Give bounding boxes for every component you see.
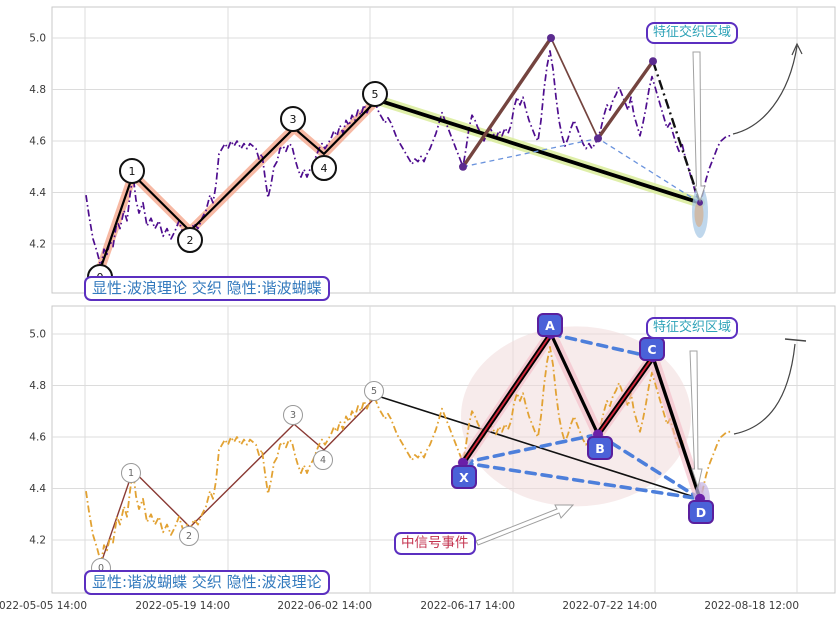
wave-line-top bbox=[99, 99, 378, 268]
y-tick-label: 5.0 bbox=[29, 33, 46, 45]
wave-marker-label: 0 bbox=[97, 562, 105, 574]
price-line-bottom bbox=[85, 345, 733, 565]
legend-box-bottom: 显性:谐波蝴蝶 交织 隐性:波浪理论 bbox=[84, 570, 330, 595]
wave-marker-5-bottom: 5 bbox=[364, 381, 384, 401]
wave-line-bottom bbox=[100, 395, 378, 564]
wave-marker-4-top: 4 bbox=[311, 155, 337, 181]
retracement-dash-BD-bottom bbox=[596, 432, 702, 501]
harmonic-core-BC-bottom bbox=[597, 356, 654, 435]
wave-marker-5-top: 5 bbox=[362, 81, 388, 107]
xabcd-marker-label: C bbox=[647, 341, 657, 357]
feature-zone-ellipse-bottom bbox=[461, 326, 691, 507]
pivot-dot-A-top bbox=[547, 34, 555, 42]
wave-marker-4-bottom: 4 bbox=[313, 450, 333, 470]
x-tick-label: 2022-05-19 14:00 bbox=[135, 600, 230, 612]
wave-marker-label: 3 bbox=[289, 409, 297, 421]
retracement-dash-XD-bottom bbox=[461, 460, 702, 501]
trend-line-top bbox=[376, 97, 701, 205]
y-tick-label: 4.2 bbox=[29, 535, 46, 547]
xabcd-marker-C-bottom: C bbox=[639, 337, 665, 361]
wave-marker-label: 4 bbox=[319, 454, 327, 466]
y-tick-label: 4.4 bbox=[29, 483, 46, 495]
signal-event-arrow bbox=[475, 504, 575, 546]
wave-marker-label: 3 bbox=[289, 112, 297, 126]
xabcd-marker-X-bottom: X bbox=[451, 465, 477, 489]
pivot-dot-X-top bbox=[459, 162, 467, 171]
beam-arrow-top bbox=[692, 51, 706, 203]
signal-event-label: 中信号事件 bbox=[394, 532, 476, 555]
curve-arrow-top bbox=[732, 45, 798, 135]
wave-marker-2-bottom: 2 bbox=[179, 526, 199, 546]
beam-arrow-bottom bbox=[689, 350, 703, 489]
harmonic-leg-CD-top bbox=[651, 60, 702, 204]
y-tick-label: 4.8 bbox=[29, 380, 46, 392]
convergence-ellipse-inner-top bbox=[694, 201, 704, 227]
y-tick-label: 4.2 bbox=[29, 239, 46, 251]
wave-marker-2-top: 2 bbox=[177, 227, 203, 253]
wave-marker-label: 4 bbox=[320, 161, 328, 175]
x-tick-label: 2022-07-22 14:00 bbox=[562, 600, 657, 612]
feature-zone-label-top: 特征交织区域 bbox=[646, 22, 739, 44]
pivot-dot-B-top bbox=[594, 134, 602, 143]
wave-marker-label: 1 bbox=[127, 467, 135, 479]
y-tick-label: 5.0 bbox=[29, 329, 46, 341]
xabcd-marker-A-bottom: A bbox=[537, 313, 563, 337]
harmonic-leg-BC-top bbox=[596, 60, 655, 140]
pivot-dot-C-top bbox=[649, 57, 657, 66]
panel-border-top bbox=[51, 6, 836, 294]
wave-marker-label: 1 bbox=[128, 164, 136, 178]
y-tick-label: 4.6 bbox=[29, 136, 46, 148]
wave-marker-label: 2 bbox=[185, 530, 193, 542]
pivot-dot-D-top bbox=[697, 199, 703, 206]
wave-marker-3-top: 3 bbox=[280, 106, 306, 132]
trend-line-bottom bbox=[376, 395, 701, 500]
y-tick-label: 4.6 bbox=[29, 432, 46, 444]
harmonic-leg-CD-bottom bbox=[651, 356, 702, 500]
xabcd-marker-label: A bbox=[545, 317, 555, 333]
xabcd-marker-label: X bbox=[459, 469, 469, 485]
xabcd-marker-D-bottom: D bbox=[688, 500, 714, 524]
wave-marker-label: 5 bbox=[371, 87, 379, 101]
retracement-dash-AC-bottom bbox=[549, 332, 655, 360]
x-tick-label: 2022-06-17 14:00 bbox=[420, 600, 515, 612]
legend-box-top: 显性:波浪理论 交织 隐性:谐波蝴蝶 bbox=[84, 276, 330, 301]
x-tick-label: 2022-06-02 14:00 bbox=[277, 600, 372, 612]
y-tick-label: 4.4 bbox=[29, 187, 46, 199]
harmonic-leg-AB-top bbox=[550, 37, 599, 139]
wave-marker-1-bottom: 1 bbox=[121, 463, 141, 483]
xabcd-marker-B-bottom: B bbox=[587, 436, 613, 460]
x-tick-label: 2022-08-18 12:00 bbox=[704, 600, 799, 612]
wave-marker-label: 2 bbox=[186, 233, 194, 247]
harmonic-core-XA-bottom bbox=[462, 333, 552, 464]
harmonic-leg-AB-bottom bbox=[549, 333, 600, 436]
curve-arrow-bar-bottom bbox=[784, 338, 807, 342]
wave-marker-label: 5 bbox=[370, 385, 378, 397]
wave-marker-1-top: 1 bbox=[119, 158, 145, 184]
retracement-dash-XB-bottom bbox=[461, 432, 600, 465]
price-line-top bbox=[85, 50, 733, 269]
curve-arrow-head-top bbox=[791, 42, 803, 56]
y-tick-label: 4.8 bbox=[29, 84, 46, 96]
x-tick-label: 2022-05-05 14:00 bbox=[0, 600, 87, 612]
feature-zone-label-bottom: 特征交织区域 bbox=[646, 317, 739, 339]
xabcd-marker-label: D bbox=[695, 504, 707, 520]
harmonic-leg-XA-top bbox=[461, 37, 553, 168]
curve-arrow-bottom bbox=[733, 343, 796, 435]
xabcd-marker-label: B bbox=[595, 440, 605, 456]
wave-marker-3-bottom: 3 bbox=[283, 405, 303, 425]
